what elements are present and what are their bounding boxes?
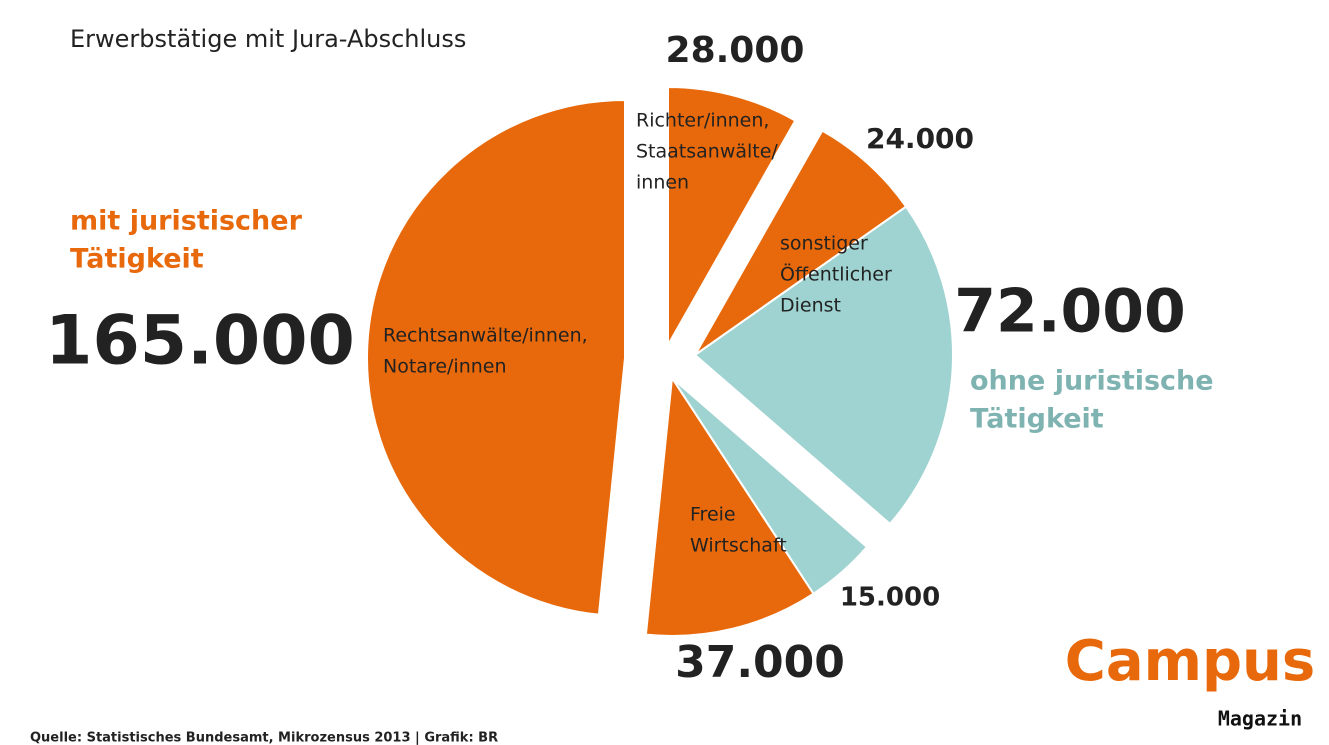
group-label: ohne juristische: [970, 366, 1214, 397]
group-label: Tätigkeit: [970, 404, 1104, 435]
slice-label: Wirtschaft: [690, 535, 787, 557]
value-label: 37.000: [675, 637, 845, 688]
pie-slice: [693, 205, 954, 526]
value-label: 28.000: [666, 30, 805, 71]
value-label: 15.000: [840, 583, 940, 613]
value-label: 165.000: [45, 302, 355, 381]
logo: Campus: [1065, 629, 1316, 694]
group-label: mit juristischer: [70, 206, 303, 237]
slice-label: Dienst: [780, 295, 841, 317]
pie-slice: [366, 98, 626, 616]
value-label: 24.000: [866, 122, 974, 155]
logo-subtitle: Magazin: [1218, 707, 1302, 731]
group-label: Tätigkeit: [70, 244, 204, 275]
slice-label: Richter/innen,: [636, 110, 769, 132]
source: Quelle: Statistisches Bundesamt, Mikroze…: [30, 731, 498, 745]
slice-label: sonstiger: [780, 233, 868, 255]
slice-label: Rechtsanwälte/innen,: [383, 325, 588, 347]
chart-title: Erwerbstätige mit Jura-Abschluss: [70, 25, 466, 53]
slice-label: Freie: [690, 504, 736, 526]
pie-slice: [694, 129, 908, 356]
value-label: 72.000: [954, 277, 1186, 347]
slice-label: Staatsanwälte/: [636, 141, 778, 163]
pie-slice: [667, 85, 797, 349]
slice-label: Öffentlicher: [780, 263, 892, 286]
slice-label: innen: [636, 172, 689, 194]
slice-label: Notare/innen: [383, 356, 507, 378]
pie-slice: [644, 375, 815, 637]
